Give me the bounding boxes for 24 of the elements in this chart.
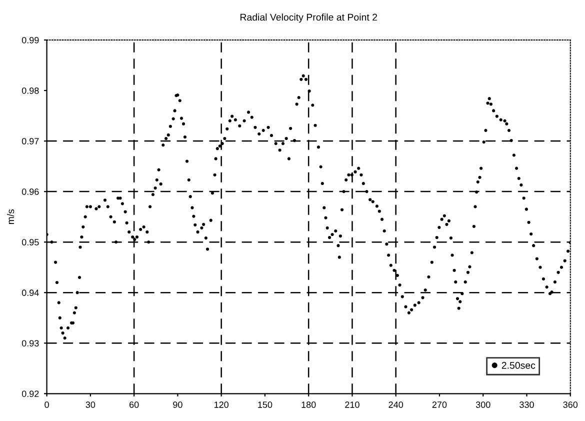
chart-title: Radial Velocity Profile at Point 2 (240, 14, 378, 23)
x-tick-label: 0 (44, 402, 49, 408)
x-tick-label: 30 (86, 402, 96, 408)
y-tick-label: 0.93 (22, 340, 39, 346)
x-tick-label: 300 (476, 402, 490, 408)
x-tick-label: 210 (345, 402, 360, 408)
x-tick-label: 60 (130, 402, 139, 408)
y-tick-label: 0.92 (22, 390, 39, 397)
x-tick-label: 90 (173, 402, 182, 408)
x-tick-label: 120 (214, 402, 229, 408)
x-tick-label: 360 (563, 402, 578, 408)
y-tick-label: 0.97 (22, 138, 39, 144)
y-tick-label: 0.99 (22, 36, 39, 44)
y-tick-label: 0.95 (22, 239, 39, 246)
x-tick-label: 270 (432, 402, 447, 408)
y-tick-label: 0.98 (22, 87, 39, 94)
y-axis-title: m/s (6, 209, 14, 224)
x-tick-label: 240 (388, 402, 404, 408)
legend-label: 2.50sec (502, 362, 536, 369)
y-tick-label: 0.94 (22, 290, 39, 296)
x-tick-label: 330 (520, 402, 534, 408)
x-tick-label: 150 (258, 402, 272, 408)
y-tick-label: 0.96 (22, 188, 39, 195)
x-tick-label: 180 (302, 402, 316, 408)
